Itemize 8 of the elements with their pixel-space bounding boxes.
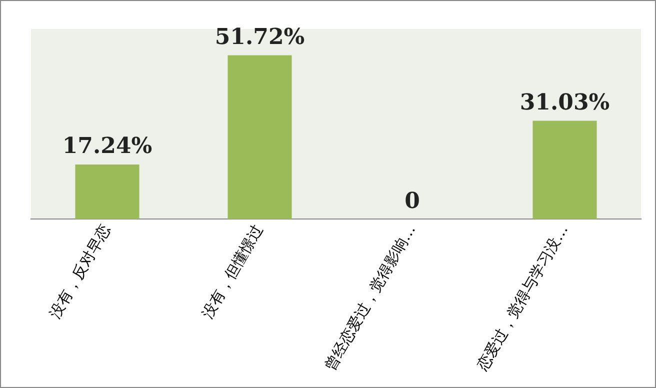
data-label: 31.03% (520, 90, 610, 116)
x-tick-label: 没有，反对早恋 (46, 222, 114, 322)
x-tick-label: 曾经恋爱过，觉得影响… (320, 222, 420, 374)
data-label: 0 (404, 188, 420, 214)
x-tick-label: 没有，但懂憬过 (198, 222, 267, 322)
x-tick-label: 恋爱过，觉得与学习没… (472, 222, 572, 374)
data-label: 17.24% (62, 133, 152, 160)
data-label: 51.72% (214, 24, 305, 50)
